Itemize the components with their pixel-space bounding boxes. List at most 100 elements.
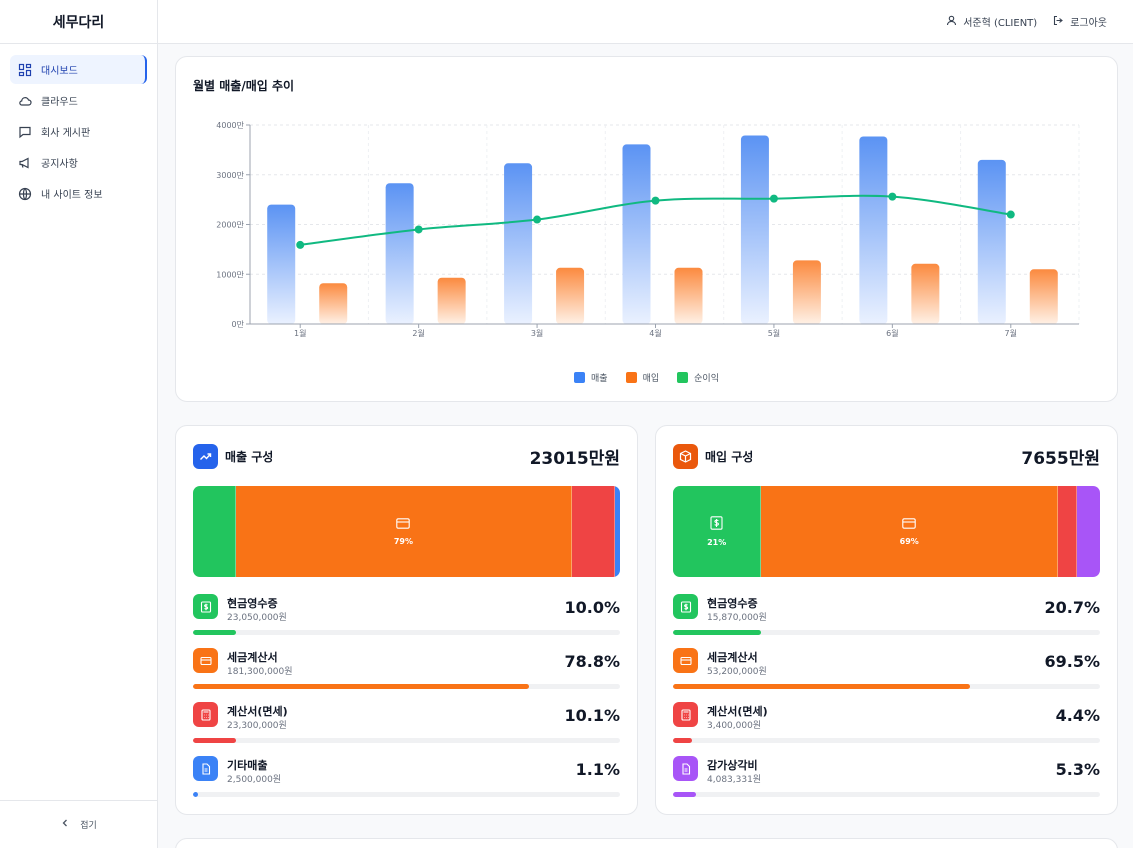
sidebar-item-dashboard[interactable]: 대시보드 [10,55,147,84]
legend-item-sales[interactable]: 매출 [574,371,608,384]
sales-segment-cash[interactable] [193,486,236,577]
sales-segment-exempt[interactable] [572,486,616,577]
logout-icon [1053,15,1064,29]
sales-total: 23015만원 [529,448,620,469]
sales-row-exempt[interactable]: 계산서(면세) 23,300,000원 10.1% [193,702,620,756]
x-tick-label: 4월 [649,328,661,338]
logout-button[interactable]: 로그아웃 [1053,14,1107,29]
top-header: 서준혁 (CLIENT) 로그아웃 [158,0,1133,44]
sales-composition-card: 매출 구성 23015만원 79% 현금영수증 23,050,000원 10.0… [175,425,638,815]
row-percent: 5.3% [1055,760,1100,779]
row-progress-fill [673,630,762,635]
chart-title: 월별 매출/매입 추이 [193,79,295,93]
row-amount: 23,300,000원 [227,721,287,731]
purchase-row-depreciation[interactable]: 감가상각비 4,083,331원 5.3% [673,756,1100,810]
sales-row-other[interactable]: 기타매출 2,500,000원 1.1% [193,756,620,810]
purchase-stacked-bar: 21% 69% [673,486,1100,577]
row-amount: 3,400,000원 [707,721,762,731]
x-tick-label: 2월 [412,328,424,338]
purchase-segment-exempt[interactable] [1058,486,1077,577]
y-tick-label: 1000만 [216,270,244,279]
dashboard-icon [18,63,32,77]
bar-purchase [674,267,703,324]
box-icon [673,443,698,469]
sales-title: 매출 구성 [225,449,274,464]
sales-segment-other[interactable] [615,486,620,577]
sidebar-item-board[interactable]: 회사 게시판 [10,117,147,146]
document-icon [673,756,698,781]
profit-point [769,194,778,203]
row-percent: 78.8% [564,652,620,671]
card-icon [902,517,916,531]
legend-label: 매출 [591,374,608,384]
collapse-button[interactable]: 접기 [0,800,157,848]
purchase-segment-depreciation[interactable] [1076,486,1100,577]
bar-purchase [911,263,940,324]
sales-row-cash[interactable]: 현금영수증 23,050,000원 10.0% [193,594,620,648]
profit-point [296,240,305,249]
sales-segment-tax-invoice[interactable]: 79% [235,486,573,577]
sidebar-item-cloud[interactable]: 클라우드 [10,86,147,115]
user-menu[interactable]: 서준혁 (CLIENT) [946,14,1037,29]
segment-label: 69% [899,536,919,546]
app-logo[interactable]: 세무다리 [0,0,157,44]
row-progress-fill [193,684,530,689]
collapse-label: 접기 [80,821,97,831]
y-tick-label: 2000만 [216,221,244,230]
x-tick-label: 1월 [294,328,306,338]
document-icon [193,756,218,781]
row-progress-fill [673,684,970,689]
sidebar-nav: 대시보드 클라우드 회사 게시판 공지사항 내 사이트 정보 [0,44,157,221]
row-percent: 10.0% [564,598,620,617]
sidebar-item-label: 내 사이트 정보 [41,190,103,201]
purchase-segment-tax-invoice[interactable]: 69% [761,486,1059,577]
bar-sales [504,163,533,324]
message-icon [18,125,32,139]
chevron-left-icon [60,818,70,831]
bar-purchase [792,260,821,324]
row-percent: 69.5% [1044,652,1100,671]
sidebar-item-label: 대시보드 [41,66,78,77]
sales-row-tax-invoice[interactable]: 세금계산서 181,300,000원 78.8% [193,648,620,702]
bar-purchase [556,267,585,324]
purchase-row-cash[interactable]: 현금영수증 15,870,000원 20.7% [673,594,1100,648]
row-name: 현금영수증 [227,597,278,610]
card-icon [396,517,411,531]
cloud-icon [18,94,32,108]
purchase-segment-cash[interactable]: 21% [673,486,762,577]
sales-stacked-bar: 79% [193,486,620,577]
bar-sales [740,135,769,324]
row-amount: 4,083,331원 [707,775,762,785]
legend-label: 순이익 [694,374,719,384]
dollar-icon [673,594,698,619]
row-progress [193,630,620,635]
y-tick-label: 0만 [232,320,245,329]
row-progress-fill [193,738,237,743]
card-icon [673,648,698,673]
x-tick-label: 5월 [768,328,780,338]
legend-item-profit[interactable]: 순이익 [677,371,719,384]
row-progress [673,738,1100,743]
logout-label: 로그아웃 [1070,18,1107,29]
bar-purchase [1029,269,1058,324]
sidebar-item-site-info[interactable]: 내 사이트 정보 [10,179,147,208]
row-name: 현금영수증 [707,597,758,610]
calculator-icon [673,702,698,727]
sidebar-item-notice[interactable]: 공지사항 [10,148,147,177]
row-amount: 2,500,000원 [227,775,282,785]
x-tick-label: 7월 [1005,328,1017,338]
y-tick-label: 4000만 [216,121,244,130]
card-icon [193,648,218,673]
segment-label: 21% [707,538,727,547]
purchase-total: 7655만원 [1021,448,1100,469]
purchase-row-tax-invoice[interactable]: 세금계산서 53,200,000원 69.5% [673,648,1100,702]
bar-sales [267,204,296,324]
row-percent: 1.1% [575,760,620,779]
purchase-composition-card: 매입 구성 7655만원 21% 69% 현금영수증 15,870,000원 2… [655,425,1118,815]
legend-item-purchase[interactable]: 매입 [625,371,659,384]
purchase-row-exempt[interactable]: 계산서(면세) 3,400,000원 4.4% [673,702,1100,756]
bar-sales [977,159,1006,324]
bar-purchase [319,283,348,324]
row-progress [193,684,620,689]
bar-sales [385,183,414,324]
